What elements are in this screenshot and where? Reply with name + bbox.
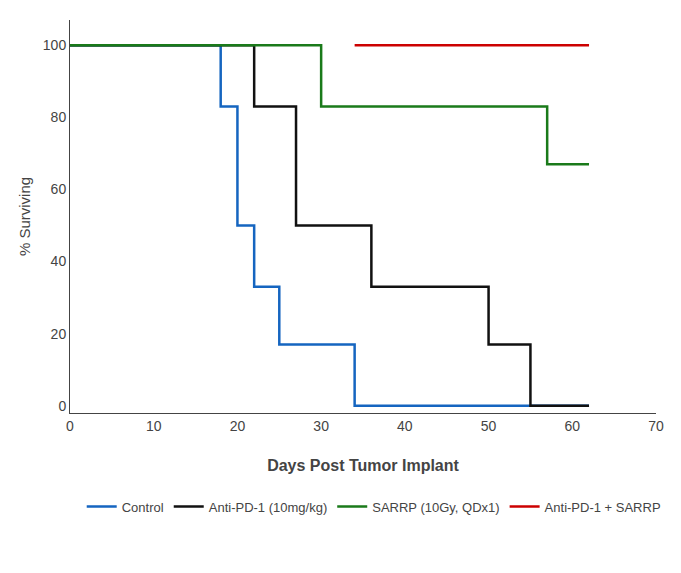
- svg-text:Control: Control: [122, 500, 164, 515]
- svg-text:100: 100: [43, 37, 67, 53]
- svg-text:70: 70: [648, 418, 664, 434]
- svg-text:0: 0: [66, 418, 74, 434]
- svg-text:30: 30: [313, 418, 329, 434]
- svg-text:Days Post Tumor Implant: Days Post Tumor Implant: [267, 457, 459, 474]
- svg-text:50: 50: [481, 418, 497, 434]
- svg-text:20: 20: [51, 326, 67, 342]
- svg-text:0: 0: [58, 398, 66, 414]
- svg-text:40: 40: [397, 418, 413, 434]
- svg-text:80: 80: [51, 109, 67, 125]
- svg-text:Anti-PD-1 + SARRP: Anti-PD-1 + SARRP: [545, 500, 661, 515]
- svg-text:40: 40: [51, 253, 67, 269]
- svg-text:60: 60: [565, 418, 581, 434]
- svg-text:% Surviving: % Surviving: [16, 177, 33, 256]
- svg-text:Anti-PD-1 (10mg/kg): Anti-PD-1 (10mg/kg): [209, 500, 327, 515]
- svg-text:SARRP (10Gy, QDx1): SARRP (10Gy, QDx1): [372, 500, 499, 515]
- svg-text:60: 60: [51, 181, 67, 197]
- svg-text:20: 20: [230, 418, 246, 434]
- svg-text:10: 10: [146, 418, 162, 434]
